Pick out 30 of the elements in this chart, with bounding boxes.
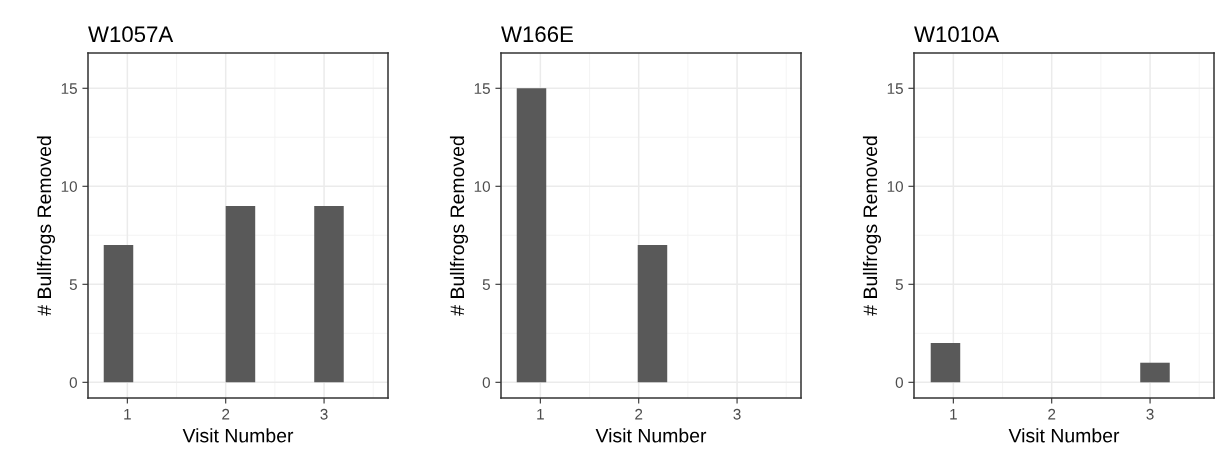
y-tick-label: 15 [474, 83, 490, 94]
y-tick-label: 5 [482, 279, 490, 290]
chart-title: W1010A [914, 26, 1000, 43]
y-tick-label: 5 [69, 279, 77, 290]
y-tick-label: 0 [895, 377, 903, 388]
x-tick-label: 2 [1048, 408, 1056, 420]
y-tick-label: 15 [61, 83, 77, 94]
x-axis-title: Visit Number [182, 428, 294, 443]
y-tick-label: 5 [895, 279, 903, 290]
x-tick-label: 1 [124, 408, 131, 420]
x-tick-label: 2 [222, 408, 230, 420]
chart-title: W166E [501, 26, 573, 43]
x-tick-label: 3 [733, 408, 741, 420]
x-tick-label: 3 [320, 408, 328, 420]
y-axis-title: # Bullfrogs Removed [36, 136, 56, 316]
x-tick-label: 3 [1146, 408, 1154, 420]
x-tick-label: 1 [537, 408, 544, 420]
x-axis-title: Visit Number [595, 428, 707, 443]
y-tick-label: 10 [887, 181, 903, 192]
x-axis-title: Visit Number [1008, 428, 1120, 443]
chart-title: W1057A [88, 26, 174, 43]
x-tick-label: 1 [950, 408, 957, 420]
x-tick-label: 2 [635, 408, 643, 420]
y-axis-title: # Bullfrogs Removed [449, 136, 469, 316]
y-axis-title: # Bullfrogs Removed [862, 136, 882, 316]
y-tick-label: 10 [474, 181, 490, 192]
y-tick-label: 0 [69, 377, 77, 388]
y-tick-label: 10 [61, 181, 77, 192]
y-tick-label: 0 [482, 377, 490, 388]
y-tick-label: 15 [887, 83, 903, 94]
